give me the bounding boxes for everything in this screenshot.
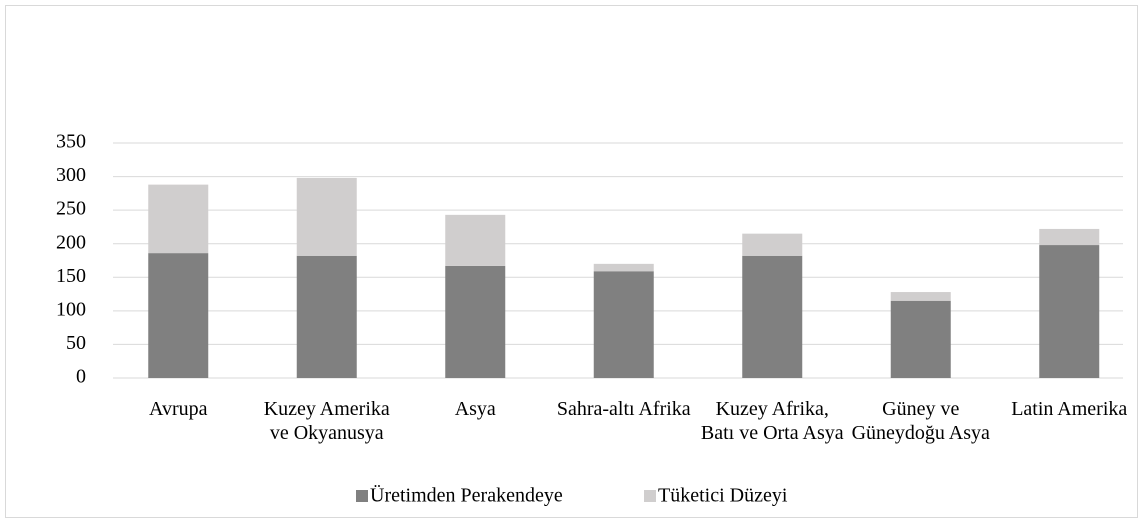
bar-segment: [296, 177, 357, 256]
bar-segment: [1039, 228, 1100, 246]
y-tick-label: 300: [56, 164, 86, 186]
bar-segment: [445, 265, 506, 378]
legend-label: Üretimden Perakendeye: [370, 484, 563, 507]
bar-segment: [593, 263, 654, 272]
bar-segment: [296, 255, 357, 378]
x-tick-label: Kuzey Afrika, Batı ve Orta Asya: [700, 398, 844, 444]
y-tick-label: 200: [56, 231, 86, 253]
bar-segment: [593, 271, 654, 378]
bar-segment: [148, 184, 209, 254]
y-tick-label: 50: [66, 332, 86, 354]
x-tick-label: Asya: [454, 398, 496, 420]
bar-segment: [445, 214, 506, 266]
x-tick-label: Sahra-altı Afrika: [556, 398, 691, 420]
y-tick-label: 250: [56, 198, 86, 220]
x-tick-label: Latin Amerika: [1011, 398, 1128, 420]
x-tick-label: Avrupa: [149, 398, 208, 420]
chart-border: [5, 5, 1138, 518]
y-tick-label: 150: [56, 265, 86, 287]
legend-swatch: [356, 490, 368, 502]
y-tick-label: 350: [56, 131, 86, 153]
bar-segment: [742, 255, 803, 378]
x-tick-label: Kuzey Amerika ve Okyanusya: [263, 398, 390, 444]
bar-segment: [148, 253, 209, 378]
y-tick-label: 100: [56, 298, 86, 320]
x-tick-label: Güney ve Güneydoğu Asya: [851, 398, 990, 444]
legend-label: Tüketici Düzeyi: [658, 485, 788, 507]
bar-segment: [890, 292, 951, 301]
bar-segment: [1039, 245, 1100, 378]
legend-swatch: [644, 490, 656, 502]
bar-segment: [742, 233, 803, 256]
bar-segment: [890, 300, 951, 378]
y-tick-label: 0: [76, 366, 86, 388]
